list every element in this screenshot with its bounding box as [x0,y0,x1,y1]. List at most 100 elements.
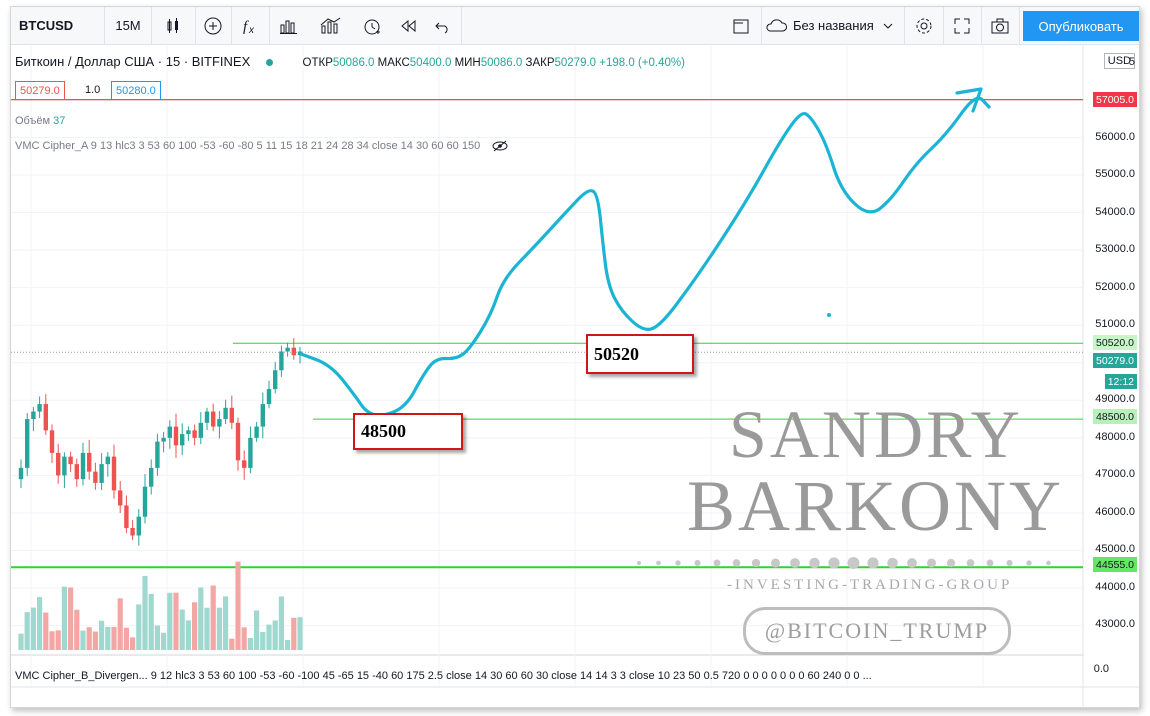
forecast-arrowhead-icon [955,87,983,113]
watermark-dot [694,559,701,567]
camera-icon[interactable] [981,7,1020,44]
candle-body [235,422,241,461]
price-chart-canvas[interactable] [11,45,1139,707]
spread-value: 1.0 [85,83,101,96]
target-48500-callout: 48500 [353,413,463,450]
candle-body [142,486,148,517]
cloud-icon [766,18,787,31]
publish-button[interactable]: Опубликовать [1023,11,1139,41]
volume-bar [61,586,67,650]
volume-bar [49,631,55,650]
market-status-dot-icon [265,59,273,67]
volume-bar [210,585,216,650]
candles-icon[interactable] [151,7,196,44]
watermark-dot [867,557,879,569]
hidden-eye-icon[interactable] [491,140,509,152]
volume-bar [74,609,80,650]
volume-bar [43,612,49,650]
watermark-dot [1026,560,1032,566]
candle-body [161,437,166,442]
volume-bar [24,612,30,650]
volume-bar [278,596,284,650]
volume-bar [297,617,303,650]
layout-name: Без названия [793,18,874,33]
settings-gear-icon[interactable] [905,7,944,44]
candle-body [25,419,30,468]
watermark-dot [1046,560,1051,566]
sell-price-box[interactable]: 50279.0 [15,81,65,100]
price-tag: 48500.0 [1093,409,1137,424]
symbol-title: Биткоин / Доллар США · 15 · BITFINEX [15,54,251,69]
chart-area[interactable]: Биткоин / Доллар США · 15 · BITFINEX ОТК… [11,45,1139,707]
watermark-dot [675,560,681,566]
chevron-down-icon [883,23,893,29]
watermark-line-1: SANDRY [729,396,1023,472]
candle-body [204,411,210,423]
watermark-dot [847,557,860,569]
candle-body [56,452,61,476]
candle-body [74,464,79,480]
volume-bar [30,607,36,650]
watermark-dot [986,559,994,567]
volume-bar [254,610,260,650]
undo-icon[interactable] [425,7,462,44]
volume-bar [148,593,154,650]
layout-icon[interactable] [721,7,762,44]
candle-body [211,411,216,427]
price-axis-label: 45000.0 [1095,543,1135,555]
candle-body [279,351,284,371]
candle-body [149,467,154,487]
watermark-dot [751,558,761,568]
volume-bar [241,627,247,650]
candle-body [260,404,265,427]
candle-body [31,411,36,420]
volume-bar [111,627,117,650]
watermark-line-2: BARKONY [687,466,1065,546]
volume-bar [272,620,278,650]
volume-bar [235,561,241,650]
watermark-dot [809,557,820,569]
price-tag: 12:12 [1104,374,1137,389]
replay-icon[interactable] [391,7,425,44]
volume-bar [167,592,173,650]
price-axis-label: 54000.0 [1095,206,1135,218]
volume-bar [123,627,129,650]
candle-body [180,434,185,446]
volume-bar [198,587,204,650]
buy-price-box[interactable]: 50280.0 [111,81,161,100]
alert-icon[interactable] [353,7,391,44]
fullscreen-icon[interactable] [943,7,982,44]
layout-name-button[interactable]: Без названия [761,7,905,44]
watermark-dot [732,559,741,567]
watermark-dot [713,559,721,567]
volume-legend: Объём 37 [15,115,66,127]
candle-body [167,426,172,438]
currency-unit-button[interactable]: USD [1103,53,1135,69]
templates-icon[interactable] [309,7,353,44]
volume-bar [291,617,297,650]
forecast-dot [827,313,831,317]
interval-button[interactable]: 15M [105,7,152,44]
price-tag: 50520.0 [1093,335,1137,350]
financials-icon[interactable] [269,7,309,44]
symbol-search[interactable]: BTCUSD [11,7,105,44]
candle-body [49,430,55,453]
candle-body [43,404,48,431]
candle-body [93,471,98,483]
forecast-path-line [299,96,991,417]
candle-body [173,426,179,446]
price-axis-label: 47000.0 [1095,468,1135,480]
watermark-dot [790,558,800,568]
candle-body [254,426,259,438]
volume-bar [117,598,123,650]
volume-bar [18,633,24,650]
volume-bar [260,631,266,650]
candle-body [118,490,123,506]
watermark-dot [966,559,975,567]
compare-icon[interactable] [195,7,232,44]
series-legend: Биткоин / Доллар США · 15 · BITFINEX ОТК… [15,54,685,69]
candle-body [37,404,42,412]
volume-bar [80,630,86,650]
